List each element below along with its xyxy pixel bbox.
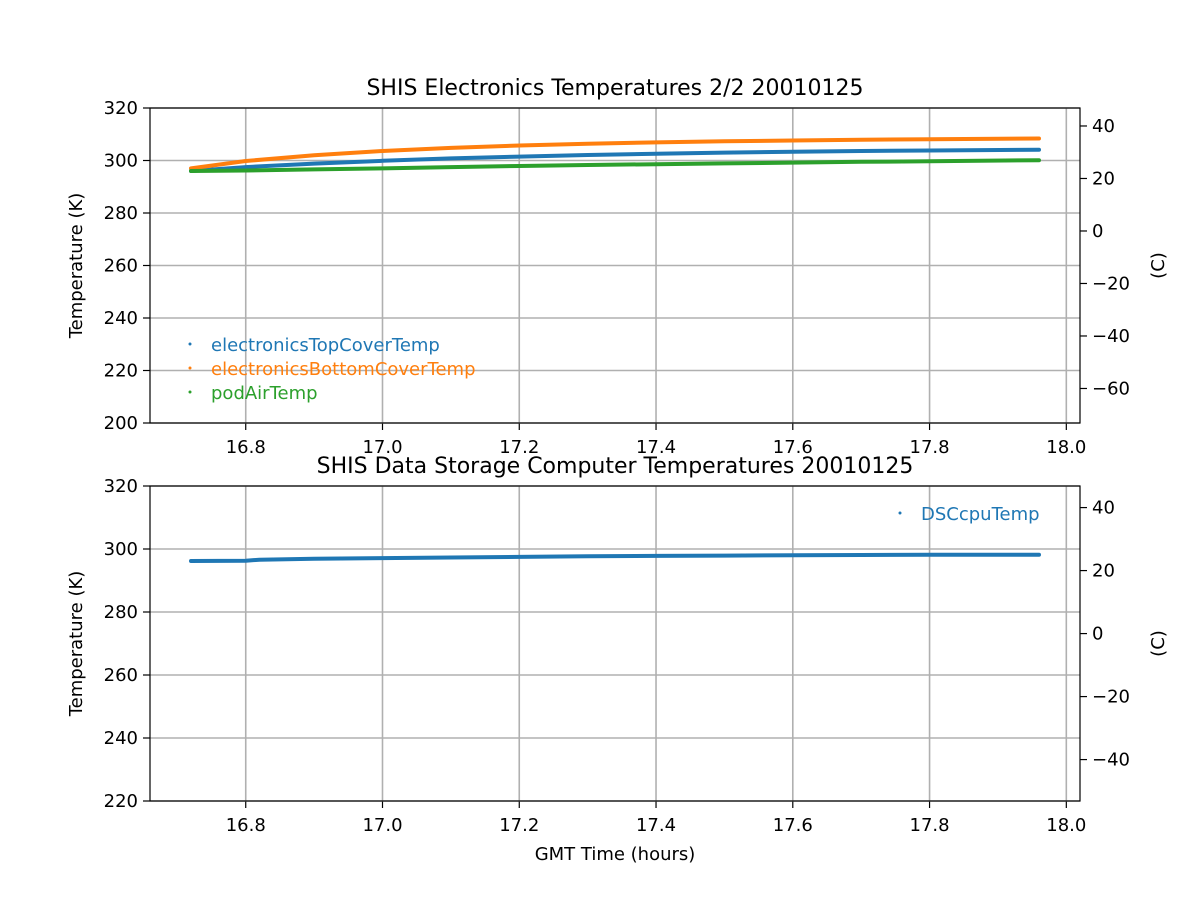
series-line-podAirTemp bbox=[189, 158, 1041, 173]
y-tick-label: 260 bbox=[104, 256, 138, 277]
y-tick-label: 280 bbox=[104, 203, 138, 224]
legend-marker-DSCcpuTemp bbox=[898, 511, 902, 515]
right-y-tick-label: 40 bbox=[1092, 116, 1115, 137]
x-tick-label: 17.4 bbox=[636, 437, 676, 458]
y-tick-label: 200 bbox=[104, 413, 138, 434]
legend-label-DSCcpuTemp: DSCcpuTemp bbox=[921, 504, 1040, 525]
y-tick-label: 240 bbox=[104, 728, 138, 749]
y-tick-label: 240 bbox=[104, 308, 138, 329]
y-tick-label: 300 bbox=[104, 539, 138, 560]
x-tick-label: 17.2 bbox=[499, 437, 539, 458]
y-axis-label: Temperature (K) bbox=[66, 571, 87, 718]
x-tick-label: 17.6 bbox=[773, 815, 813, 836]
series-line-electronicsTopCoverTemp bbox=[189, 147, 1041, 173]
right-y-tick-label: 0 bbox=[1092, 221, 1103, 242]
axes-frame bbox=[149, 107, 1081, 424]
x-tick-label: 17.6 bbox=[773, 437, 813, 458]
legend-marker-electronicsBottomCoverTemp bbox=[188, 366, 192, 370]
axes-frame bbox=[149, 485, 1081, 802]
right-y-tick-label: −40 bbox=[1092, 326, 1130, 347]
legend-marker-electronicsTopCoverTemp bbox=[188, 342, 192, 346]
x-tick-label: 17.0 bbox=[362, 815, 402, 836]
y-tick-label: 260 bbox=[104, 665, 138, 686]
legend-label-electronicsBottomCoverTemp: electronicsBottomCoverTemp bbox=[211, 359, 476, 380]
right-y-axis-label: (C) bbox=[1148, 252, 1169, 279]
x-tick-label: 17.8 bbox=[910, 815, 950, 836]
right-y-tick-label: 0 bbox=[1092, 624, 1103, 645]
x-tick-label: 18.0 bbox=[1046, 437, 1086, 458]
right-y-tick-label: 40 bbox=[1092, 498, 1115, 519]
x-tick-label: 17.2 bbox=[499, 815, 539, 836]
chart-title: SHIS Data Storage Computer Temperatures … bbox=[317, 454, 914, 479]
legend-label-electronicsTopCoverTemp: electronicsTopCoverTemp bbox=[211, 335, 440, 356]
y-tick-label: 280 bbox=[104, 602, 138, 623]
electronics-temperatures-panel: 16.8 17.0 17.2 17.4 17.6 17.8 18.0200220240260… bbox=[66, 76, 1169, 458]
right-y-axis-label: (C) bbox=[1148, 630, 1169, 657]
right-y-tick-label: −20 bbox=[1092, 273, 1130, 294]
x-tick-label: 17.0 bbox=[362, 437, 402, 458]
data-storage-computer-panel: 16.8 17.0 17.2 17.4 17.6 17.8 18.0 220 240 260 280… bbox=[66, 454, 1169, 865]
right-y-tick-label: −20 bbox=[1092, 687, 1130, 708]
y-axis-label: Temperature (K) bbox=[66, 193, 87, 340]
series-line-DSCcpuTemp bbox=[189, 552, 1041, 563]
x-tick-label: 17.4 bbox=[636, 815, 676, 836]
y-tick-label: 220 bbox=[104, 791, 138, 812]
x-tick-label: 16.8 bbox=[226, 815, 266, 836]
legend-marker-podAirTemp bbox=[188, 390, 192, 394]
x-tick-label: 17.8 bbox=[910, 437, 950, 458]
right-y-tick-label: −40 bbox=[1092, 750, 1130, 771]
right-y-tick-label: 20 bbox=[1092, 561, 1115, 582]
x-tick-label: 16.8 bbox=[226, 437, 266, 458]
y-tick-label: 320 bbox=[104, 476, 138, 497]
y-tick-label: 300 bbox=[104, 151, 138, 172]
right-y-tick-label: 20 bbox=[1092, 168, 1115, 189]
x-axis-label: GMT Time (hours) bbox=[535, 844, 696, 865]
y-tick-label: 320 bbox=[104, 98, 138, 119]
chart-title: SHIS Electronics Temperatures 2/2 200101… bbox=[366, 76, 863, 101]
right-y-tick-label: −60 bbox=[1092, 378, 1130, 399]
series-line-electronicsBottomCoverTemp bbox=[189, 136, 1041, 171]
x-tick-label: 18.0 bbox=[1046, 815, 1086, 836]
plot-area bbox=[150, 486, 1080, 801]
legend-label-podAirTemp: podAirTemp bbox=[211, 383, 318, 404]
y-tick-label: 220 bbox=[104, 361, 138, 382]
